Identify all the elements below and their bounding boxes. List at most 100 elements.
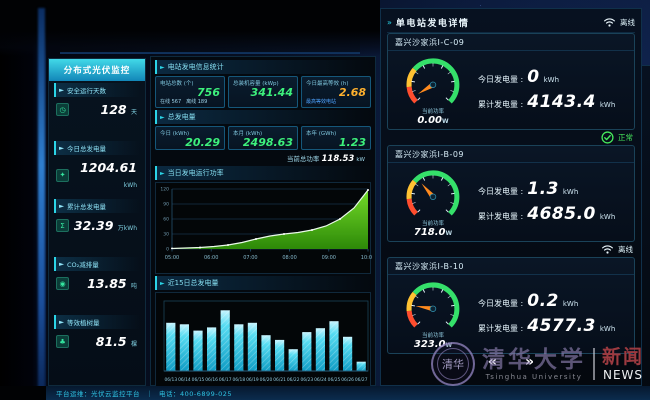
gen-month-label: 本月 (kWh) (233, 131, 263, 137)
eco-stats-sidebar: 分布式光伏监控 ► 安全运行天数 ◷ 128 天 ► 今日总发电量 ✦ 1204.6… (48, 58, 146, 386)
footer-separator: ｜ (146, 390, 153, 398)
total-gen-label: 累计发电量 : (478, 211, 524, 221)
today-gen-label: 今日发电量 : (478, 186, 524, 196)
seal-text: 清华 (441, 358, 464, 371)
daily-power-area-chart: 120 90 60 30 0 05:00 06:00 07:00 08:00 09:00 10:00 (155, 182, 372, 274)
section-marker: ► (59, 260, 64, 268)
total-energy-label: 累计总发电量 (67, 203, 106, 211)
pager-next-button[interactable]: » (525, 354, 535, 370)
peak-hours-value: 2.68 (338, 86, 366, 99)
today-gen-unit: kWh (543, 75, 560, 84)
gen-today-label: 今日 (kWh) (160, 131, 190, 137)
safe-days-value: 128 (100, 102, 127, 117)
svg-text:05:00: 05:00 (165, 255, 179, 261)
svg-text:06/16: 06/16 (205, 377, 218, 383)
svg-text:06/14: 06/14 (178, 377, 191, 383)
bar-chart-header: ► 近15日总发电量 单位：万kWh (155, 65, 650, 400)
total-stations-value: 756 (197, 86, 220, 99)
power-gauge-value: 323.0 (413, 339, 446, 350)
power-gauge (401, 164, 465, 222)
clock-icon: ◷ (56, 103, 69, 116)
svg-text:06/19: 06/19 (246, 377, 259, 383)
section-marker: ► (160, 113, 165, 121)
power-gauge-label: 当前功率 (421, 221, 444, 227)
section-marker: ► (160, 169, 165, 177)
today-gen-label: 今日发电量 : (478, 74, 524, 84)
area-chart-header: ► 当日发电运行功率 (155, 166, 371, 180)
station-name: 嘉兴沙家浜Ⅰ-B-10 (388, 258, 634, 275)
today-energy-label: 今日总发电量 (67, 145, 106, 153)
safe-days-label: 安全运行天数 (67, 87, 106, 95)
sidebar-banner: 分布式光伏监控 (49, 59, 145, 81)
area-chart-svg: 120 90 60 30 0 05:00 06:00 07:00 08:00 09:00 10:00 (160, 187, 372, 262)
trees-unit: 棵 (130, 341, 137, 348)
today-gen-value: 0 (527, 66, 540, 87)
today-gen-label: 今日发电量 : (478, 298, 524, 308)
status-label: 正常 (618, 133, 633, 142)
tree-icon: ♣ (56, 335, 69, 348)
svg-text:0: 0 (166, 247, 169, 253)
sidebar-item-trees: ► 等效植树量 ♣ 81.5 棵 (49, 313, 145, 371)
stat-box-capacity: 总装机容量 (kWp) 341.44 (228, 76, 298, 108)
power-gauge-unit: W (445, 230, 453, 237)
station-card-3: 嘉兴沙家浜Ⅰ-B-10 当前功率 323.0W 今日发电量 : 0.2 kWh … (387, 257, 635, 354)
power-gauge-unit: W (442, 118, 449, 125)
news-cn-label: 新闻 (601, 345, 644, 368)
svg-text:06/22: 06/22 (287, 377, 300, 383)
gen-today-value: 20.29 (185, 136, 220, 149)
today-gen-unit: kWh (562, 299, 579, 308)
co2-label: CO₂减排量 (67, 261, 99, 269)
stat-box-gen-today: 今日 (kWh) 20.29 (155, 126, 225, 150)
co2-icon: ◉ (56, 277, 69, 290)
co2-value: 13.85 (87, 276, 127, 291)
svg-text:06/18: 06/18 (232, 377, 245, 383)
stats-section-title: 电站发电信息统计 (167, 63, 224, 71)
total-gen-value: 4143.4 (527, 91, 596, 112)
sidebar-item-total-energy: ► 累计总发电量 Σ 32.39 万kWh (49, 197, 145, 255)
pager-prev-button[interactable]: « (487, 354, 497, 370)
wifi-icon (602, 245, 613, 254)
news-en-label: NEWS (602, 367, 644, 382)
trees-value: 81.5 (95, 334, 127, 349)
total-gen-unit: kWh (599, 100, 616, 109)
svg-text:06/25: 06/25 (328, 377, 341, 383)
status-badge-card2: 正常 (601, 131, 633, 144)
svg-text:06/15: 06/15 (192, 377, 205, 383)
capacity-value: 341.44 (250, 86, 293, 99)
svg-text:08:00: 08:00 (282, 255, 296, 261)
current-total-power: 当前总功率 118.53 kW (155, 152, 371, 164)
svg-text:06/23: 06/23 (300, 377, 313, 383)
total-gen-value: 4577.3 (527, 315, 596, 336)
today-gen-value: 0.2 (527, 290, 559, 311)
station-pager: « » (387, 355, 635, 369)
capacity-label: 总装机容量 (kWp) (233, 81, 279, 87)
dark-ceiling (0, 0, 380, 56)
generation-section-title: 总发电量 (167, 113, 196, 121)
today-gen-unit: kWh (562, 187, 579, 196)
sidebar-item-safe-days: ► 安全运行天数 ◷ 128 天 (49, 81, 145, 139)
today-energy-value: 1204.61 (80, 160, 137, 175)
area-chart-title: 当日发电运行功率 (167, 169, 224, 177)
svg-text:06/20: 06/20 (260, 377, 273, 383)
service-phone: 电话：400-6899-025 (159, 390, 233, 398)
stat-box-total-stations: 电站总数 (个) 756 在线 567 离线 189 (155, 76, 225, 108)
svg-text:90: 90 (163, 202, 169, 208)
svg-text:120: 120 (160, 187, 169, 193)
today-gen-value: 1.3 (527, 178, 559, 199)
tsinghua-seal-icon: 清华 (430, 342, 475, 386)
svg-text:06/24: 06/24 (314, 377, 327, 383)
svg-text:06/26: 06/26 (341, 377, 354, 383)
tsinghua-en-wordmark: Tsinghua University (485, 372, 583, 381)
bottom-status-bar: 平台运维：光伏云监控平台 ｜ 电话：400-6899-025 (46, 386, 650, 400)
power-gauge-value: 0.00 (417, 115, 443, 126)
tsinghua-news-watermark: 清华 清华大学 Tsinghua University 新闻 NEWS (430, 342, 644, 386)
station-card-1: 嘉兴沙家浜Ⅰ-C-09 当前功率 0.00W 今日发电量 : 0 kWh 累计发… (387, 33, 635, 130)
peak-hours-label: 今日最高等效 (h) (306, 81, 349, 87)
stats-section-header: ► 电站发电信息统计 (155, 60, 371, 74)
stat-box-gen-year: 本年 (GWh) 1.23 (301, 126, 371, 150)
today-energy-unit: kWh (123, 182, 137, 189)
status-badge-card1: 离线 (603, 16, 635, 29)
safe-days-unit: 天 (130, 109, 137, 116)
platform-operator-text: 平台运维：光伏云监控平台 (56, 390, 140, 398)
